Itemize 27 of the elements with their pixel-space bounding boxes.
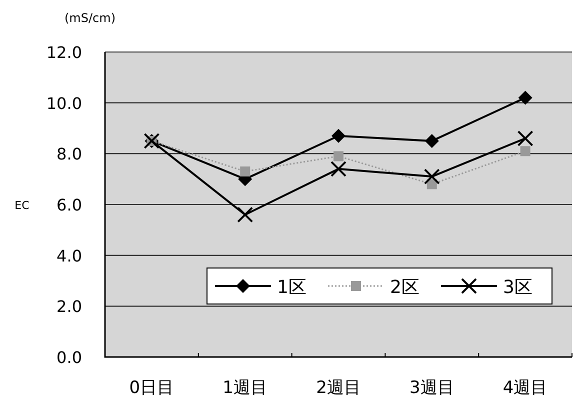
point xyxy=(334,151,344,162)
legend-label: 3区 xyxy=(503,277,532,298)
text: (mS/cm) xyxy=(64,11,116,25)
y-tick-label: 10.0 xyxy=(46,94,82,113)
y-tick-label: 8.0 xyxy=(56,144,82,164)
x-tick-label: 4週目 xyxy=(502,378,548,398)
point xyxy=(424,168,440,185)
legend-label: 2区 xyxy=(390,277,420,298)
x-tick-label: 3週目 xyxy=(409,378,454,398)
x-tick-label: 0日目 xyxy=(129,378,174,398)
y-tick-label: 6.0 xyxy=(56,196,82,214)
point xyxy=(330,160,346,177)
legend-label: 1区 xyxy=(277,277,306,298)
point xyxy=(517,130,534,146)
x-tick-label: 1週目 xyxy=(222,378,268,398)
y-tick-label: 0.0 xyxy=(56,348,82,367)
point xyxy=(237,206,254,223)
point xyxy=(518,90,532,105)
x-tick-label: 2週目 xyxy=(316,378,361,398)
point xyxy=(332,128,346,143)
point xyxy=(424,134,439,148)
y-axis-title: EC xyxy=(14,199,30,212)
y-tick-label: 4.0 xyxy=(56,246,82,266)
point xyxy=(520,146,530,156)
point xyxy=(240,166,250,176)
y-tick-label: 2.0 xyxy=(56,297,82,316)
y-tick-label: 12.0 xyxy=(46,43,82,62)
